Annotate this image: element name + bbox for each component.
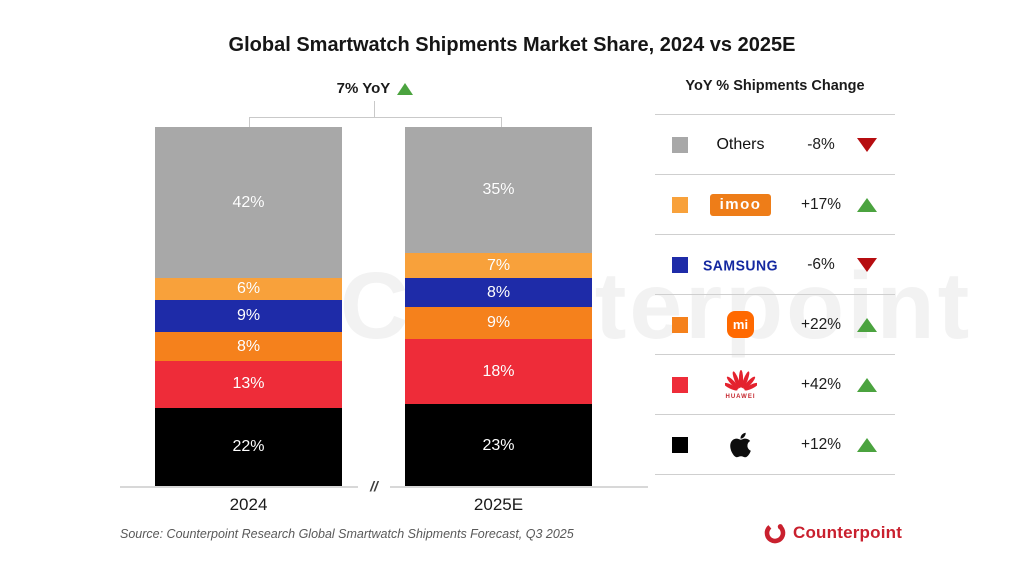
bar-segment-value: 9% xyxy=(486,314,511,332)
up-triangle-icon xyxy=(857,317,877,332)
bracket-stem-line xyxy=(374,101,375,117)
legend-row-huawei: HUAWEI +42% xyxy=(655,354,895,414)
bar-segment-samsung: 8% xyxy=(405,278,592,307)
counterpoint-logo: Counterpoint xyxy=(763,521,902,545)
bracket-left-drop-line xyxy=(249,117,250,127)
legend-rows: Others -8% imoo +17% SAMSUNG -6% xyxy=(655,114,895,475)
apple-change-value: +12% xyxy=(800,435,842,453)
source-note: Source: Counterpoint Research Global Sma… xyxy=(120,527,574,541)
imoo-color-swatch xyxy=(672,196,688,213)
down-triangle-icon xyxy=(857,257,877,272)
bar-segment-value: 42% xyxy=(232,193,265,211)
bracket-horizontal-line xyxy=(249,117,502,118)
legend-row-imoo: imoo +17% xyxy=(655,174,895,234)
bar-segment-huawei: 18% xyxy=(405,339,592,405)
others-change-value: -8% xyxy=(807,135,835,153)
bar-segment-value: 13% xyxy=(232,375,265,393)
bar-segment-value: 18% xyxy=(482,362,515,380)
legend-panel: YoY % Shipments Change Others -8% imoo +… xyxy=(655,78,895,475)
xiaomi-color-swatch xyxy=(672,316,688,333)
bar-segment-xiaomi: 8% xyxy=(155,332,342,361)
x-axis-label-2025e: 2025E xyxy=(473,495,524,514)
bar-segment-xiaomi: 9% xyxy=(405,306,592,340)
bar-segment-imoo: 7% xyxy=(405,253,592,279)
huawei-change-value: +42% xyxy=(800,375,842,393)
huawei-wordmark: HUAWEI xyxy=(725,393,756,400)
up-triangle-icon xyxy=(857,197,877,212)
huawei-color-swatch xyxy=(672,376,688,393)
bar-segment-value: 35% xyxy=(482,181,515,198)
others-label: Others xyxy=(716,135,765,153)
up-triangle-icon xyxy=(397,82,414,95)
total-yoy-label: 7% YoY xyxy=(336,80,391,97)
bar-segment-others: 35% xyxy=(405,127,592,253)
stacked-bar-2025e: 35% 7% 8% 9% 18% 23% xyxy=(405,127,592,487)
bar-segment-others: 42% xyxy=(155,127,342,279)
bar-segment-value: 8% xyxy=(236,337,261,355)
huawei-petals-icon xyxy=(724,369,757,391)
imoo-logo: imoo xyxy=(709,193,772,216)
bar-segment-value: 9% xyxy=(236,306,261,324)
apple-logo-icon xyxy=(730,432,751,457)
others-color-swatch xyxy=(672,136,688,153)
samsung-change-value: -6% xyxy=(807,255,835,273)
bar-segment-apple: 23% xyxy=(405,404,592,487)
axis-break-symbol: // xyxy=(358,476,390,496)
up-triangle-icon xyxy=(857,377,877,392)
up-triangle-icon xyxy=(857,437,877,452)
xiaomi-mi-logo: mi xyxy=(727,311,754,338)
bar-segment-imoo: 6% xyxy=(155,278,342,300)
counterpoint-wordmark: Counterpoint xyxy=(793,523,903,542)
bar-segment-huawei: 13% xyxy=(155,360,342,408)
bar-segment-value: 8% xyxy=(486,283,511,301)
legend-header: YoY % Shipments Change xyxy=(685,78,865,94)
bar-segment-value: 22% xyxy=(232,438,265,456)
legend-row-xiaomi: mi +22% xyxy=(655,294,895,354)
huawei-logo: HUAWEI xyxy=(724,369,757,400)
imoo-change-value: +17% xyxy=(800,195,842,213)
chart-title: Global Smartwatch Shipments Market Share… xyxy=(228,34,796,56)
stacked-bar-2024: 42% 6% 9% 8% 13% 22% xyxy=(155,127,342,487)
samsung-color-swatch xyxy=(672,256,688,273)
legend-row-others: Others -8% xyxy=(655,114,895,174)
down-triangle-icon xyxy=(857,137,877,152)
counterpoint-mark-icon xyxy=(764,522,786,544)
samsung-logo: SAMSUNG xyxy=(702,256,779,273)
bar-segment-value: 23% xyxy=(482,436,515,454)
legend-row-apple: +12% xyxy=(655,414,895,474)
xiaomi-change-value: +22% xyxy=(800,315,842,333)
bar-segment-apple: 22% xyxy=(155,407,342,487)
x-axis-label-2024: 2024 xyxy=(229,495,268,514)
bar-segment-value: 6% xyxy=(236,279,261,297)
bracket-right-drop-line xyxy=(501,117,502,127)
legend-row-samsung: SAMSUNG -6% xyxy=(655,234,895,294)
bar-segment-samsung: 9% xyxy=(155,299,342,333)
bar-segment-value: 7% xyxy=(486,256,511,274)
total-yoy-annotation: 7% YoY xyxy=(275,80,475,97)
apple-color-swatch xyxy=(672,436,688,453)
